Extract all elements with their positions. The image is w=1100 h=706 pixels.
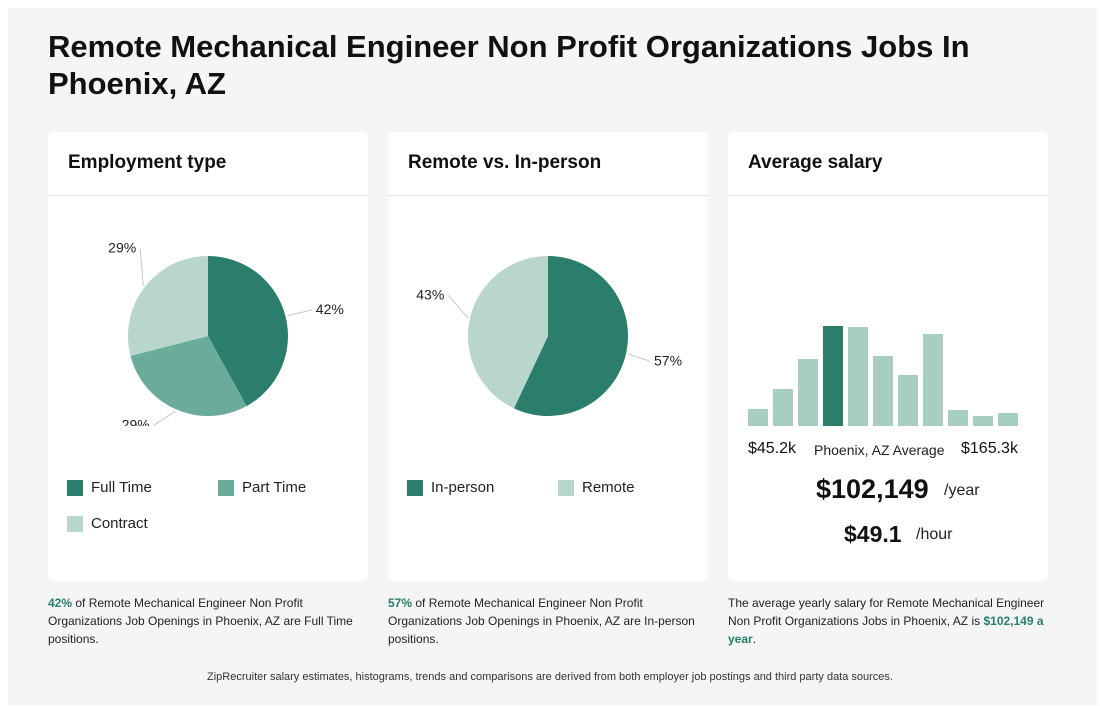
- pie-label-part-time: 29%: [122, 416, 150, 426]
- pie-leader-in-person: [627, 353, 651, 362]
- employment-type-card: Employment type 42% 29% 29% Full Time Part…: [48, 132, 368, 581]
- histogram-bar: [823, 326, 843, 426]
- footer-disclaimer: ZipRecruiter salary estimates, histogram…: [207, 671, 893, 683]
- legend-in-person: In-person: [407, 479, 494, 496]
- hourly-salary-value: $49.1: [844, 521, 902, 547]
- legend-full-time: Full Time: [67, 479, 152, 496]
- histogram-bar: [848, 327, 868, 426]
- employment-type-pie-chart: 42% 29% 29%: [108, 240, 344, 426]
- histogram-bar: [923, 334, 943, 426]
- pie-label-in-person: 57%: [654, 352, 682, 368]
- legend-swatch-part-time: [218, 479, 234, 496]
- salary-caption-text: The average yearly salary for Remote Mec…: [728, 596, 1045, 628]
- remote-vs-in-person-heading: Remote vs. In-person: [408, 152, 602, 173]
- remote-caption: 57% of Remote Mechanical Engineer Non Pr…: [388, 594, 710, 648]
- legend-label-part-time: Part Time: [242, 479, 307, 496]
- histogram-bar: [948, 410, 968, 426]
- salary-max-label: $165.3k: [961, 440, 1018, 457]
- legend-contract: Contract: [67, 515, 148, 532]
- pie-slice-contract: [127, 256, 208, 356]
- remote-vs-in-person-card: Remote vs. In-person 57% 43% In-person Re…: [388, 132, 708, 581]
- card-divider: [728, 195, 1048, 196]
- legend-part-time: Part Time: [218, 479, 306, 496]
- histogram-bar: [973, 416, 993, 426]
- histogram-bar: [998, 413, 1018, 426]
- employment-caption-text: of Remote Mechanical Engineer Non Profit…: [48, 596, 353, 646]
- salary-average-label: Phoenix, AZ Average: [814, 442, 945, 458]
- pie-slice-part-time: [130, 336, 247, 416]
- employment-type-caption: 42% of Remote Mechanical Engineer Non Pr…: [48, 594, 370, 648]
- legend-swatch-full-time: [67, 479, 83, 496]
- legend-label-contract: Contract: [91, 515, 148, 532]
- pie-leader-contract: [139, 248, 144, 286]
- legend-swatch-contract: [67, 515, 83, 532]
- pie-slice-remote: [467, 256, 548, 409]
- remote-caption-percent: 57%: [388, 596, 413, 610]
- salary-caption: The average yearly salary for Remote Mec…: [728, 594, 1050, 648]
- card-divider: [48, 195, 368, 196]
- salary-caption-value: $102,149 a year: [728, 614, 1044, 646]
- pie-leader-part-time: [153, 410, 176, 426]
- legend-label-in-person: In-person: [431, 479, 495, 496]
- legend-swatch-remote: [558, 479, 574, 496]
- pie-leader-full-time: [287, 309, 312, 317]
- salary-min-label: $45.2k: [748, 440, 797, 457]
- employment-type-heading: Employment type: [68, 152, 227, 173]
- salary-caption-end: .: [752, 632, 757, 646]
- legend-remote: Remote: [558, 479, 635, 496]
- average-salary-card: Average salary $45.2k Phoenix, AZ Averag…: [728, 132, 1048, 581]
- salary-histogram: [748, 326, 1018, 426]
- pie-slice-in-person: [513, 256, 628, 416]
- pie-leader-remote: [447, 294, 469, 319]
- histogram-bar: [748, 409, 768, 426]
- legend-swatch-in-person: [407, 479, 423, 496]
- pie-label-contract: 29%: [108, 240, 136, 256]
- hourly-salary-unit: /hour: [916, 526, 953, 543]
- histogram-bar: [773, 389, 793, 426]
- pie-slice-full-time: [208, 256, 288, 407]
- remote-vs-in-person-pie-chart: 57% 43%: [416, 256, 682, 416]
- pie-label-full-time: 42%: [316, 301, 344, 317]
- legend-label-full-time: Full Time: [91, 479, 152, 496]
- legend-label-remote: Remote: [582, 479, 635, 496]
- histogram-bar: [798, 359, 818, 426]
- employment-caption-percent: 42%: [48, 596, 73, 610]
- histogram-bar: [898, 375, 918, 426]
- remote-caption-text: of Remote Mechanical Engineer Non Profit…: [388, 596, 695, 646]
- yearly-salary-value: $102,149: [816, 474, 929, 504]
- yearly-salary-unit: /year: [944, 482, 980, 499]
- average-salary-heading: Average salary: [748, 152, 883, 173]
- histogram-bar: [873, 356, 893, 426]
- page-title: Remote Mechanical Engineer Non Profit Or…: [48, 29, 970, 101]
- pie-label-remote: 43%: [416, 286, 444, 302]
- card-divider: [388, 195, 708, 196]
